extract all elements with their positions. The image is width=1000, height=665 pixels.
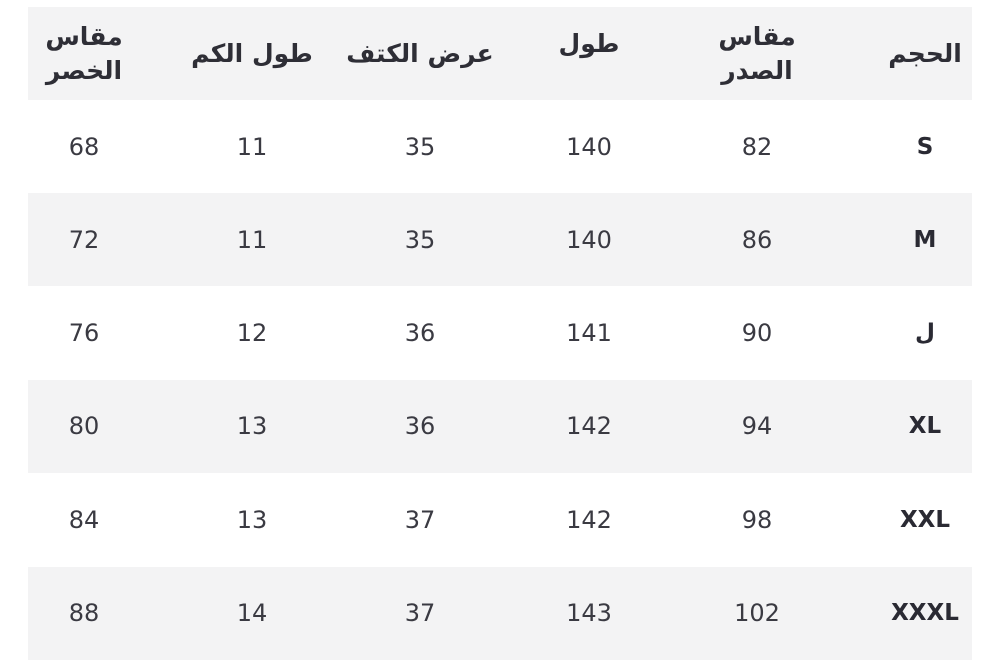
- length-cell: 142: [566, 505, 612, 534]
- size-cell: ل: [915, 320, 935, 347]
- shoulder-cell: 36: [404, 319, 436, 348]
- chest-cell: 102: [734, 599, 780, 627]
- table-row: XXL 98 142 37 13 84: [28, 473, 972, 566]
- header-waist: مقاس الخصر: [45, 21, 123, 85]
- size-cell: S: [916, 133, 934, 160]
- header-length: طول: [558, 28, 620, 58]
- table-header-row: الحجم مقاس الصدر طول عرض الكتف طول الكم …: [28, 7, 972, 100]
- chest-cell: 90: [741, 319, 773, 348]
- header-size: الحجم: [888, 38, 962, 68]
- table-row: XL 94 142 36 13 80: [28, 379, 972, 473]
- length-cell: 140: [566, 225, 612, 254]
- shoulder-cell: 37: [404, 599, 436, 627]
- size-cell: XXXL: [891, 600, 959, 626]
- waist-cell: 88: [68, 599, 100, 627]
- chest-cell: 98: [741, 505, 773, 534]
- waist-cell: 84: [68, 505, 100, 534]
- sleeve-cell: 11: [236, 132, 268, 161]
- chest-cell: 82: [741, 132, 773, 161]
- length-cell: 141: [566, 319, 612, 348]
- header-shoulder: عرض الكتف: [346, 38, 494, 68]
- shoulder-cell: 35: [404, 225, 436, 254]
- size-cell: M: [913, 226, 937, 253]
- table-row: XXXL 102 143 37 14 88: [28, 566, 972, 660]
- table-row: S 82 140 35 11 68: [28, 100, 972, 193]
- waist-cell: 80: [68, 412, 100, 441]
- chest-cell: 94: [741, 412, 773, 441]
- sleeve-cell: 12: [236, 319, 268, 348]
- waist-cell: 76: [68, 319, 100, 348]
- waist-cell: 68: [68, 132, 100, 161]
- sleeve-cell: 13: [236, 505, 268, 534]
- sleeve-cell: 14: [236, 599, 268, 627]
- shoulder-cell: 35: [404, 132, 436, 161]
- size-cell: XL: [908, 413, 942, 440]
- table-row: ل 90 141 36 12 76: [28, 287, 972, 380]
- shoulder-cell: 36: [404, 412, 436, 441]
- chest-cell: 86: [741, 225, 773, 254]
- length-cell: 142: [566, 412, 612, 441]
- length-cell: 140: [566, 132, 612, 161]
- table-row: M 86 140 35 11 72: [28, 193, 972, 287]
- shoulder-cell: 37: [404, 505, 436, 534]
- sleeve-cell: 13: [236, 412, 268, 441]
- size-cell: XXL: [899, 506, 951, 533]
- length-cell: 143: [566, 599, 612, 627]
- sleeve-cell: 11: [236, 225, 268, 254]
- waist-cell: 72: [68, 225, 100, 254]
- header-chest: مقاس الصدر: [718, 21, 796, 85]
- header-sleeve: طول الكم: [191, 38, 313, 68]
